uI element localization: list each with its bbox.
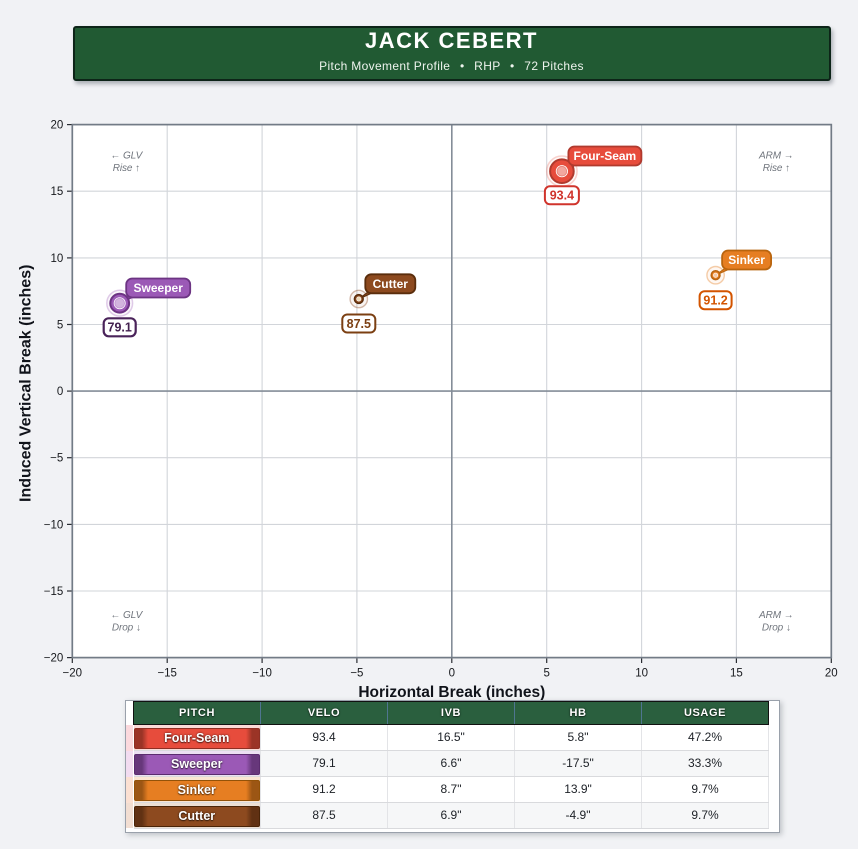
svg-text:Rise ↑: Rise ↑ bbox=[763, 163, 790, 174]
svg-text:Drop ↓: Drop ↓ bbox=[762, 622, 791, 633]
svg-text:−15: −15 bbox=[157, 667, 177, 679]
svg-text:0: 0 bbox=[57, 386, 63, 398]
svg-text:20: 20 bbox=[51, 120, 64, 132]
svg-text:Cutter: Cutter bbox=[373, 277, 409, 291]
svg-text:15: 15 bbox=[730, 667, 743, 679]
svg-text:−10: −10 bbox=[252, 667, 272, 679]
svg-text:−5: −5 bbox=[350, 667, 363, 679]
svg-text:← GLV: ← GLV bbox=[110, 610, 143, 621]
svg-text:91.2: 91.2 bbox=[703, 294, 727, 308]
svg-text:Sinker: Sinker bbox=[728, 253, 765, 267]
svg-text:93.4: 93.4 bbox=[550, 189, 574, 203]
svg-text:ARM →: ARM → bbox=[758, 610, 794, 621]
svg-text:10: 10 bbox=[635, 667, 648, 679]
svg-text:Horizontal Break (inches): Horizontal Break (inches) bbox=[358, 684, 545, 700]
svg-text:87.5: 87.5 bbox=[347, 317, 371, 331]
svg-text:← GLV: ← GLV bbox=[110, 151, 143, 162]
svg-text:5: 5 bbox=[57, 320, 63, 332]
svg-text:10: 10 bbox=[51, 253, 64, 265]
svg-text:Four-Seam: Four-Seam bbox=[574, 149, 637, 163]
svg-text:79.1: 79.1 bbox=[108, 321, 132, 335]
svg-text:0: 0 bbox=[449, 667, 455, 679]
svg-text:20: 20 bbox=[825, 667, 838, 679]
svg-text:5: 5 bbox=[543, 667, 549, 679]
svg-text:Sweeper: Sweeper bbox=[134, 281, 184, 295]
svg-text:Rise ↑: Rise ↑ bbox=[113, 163, 140, 174]
svg-text:−20: −20 bbox=[44, 653, 64, 665]
svg-text:Induced Vertical Break (inches: Induced Vertical Break (inches) bbox=[17, 265, 34, 502]
svg-text:−20: −20 bbox=[63, 667, 83, 679]
svg-text:15: 15 bbox=[51, 186, 64, 198]
svg-text:−5: −5 bbox=[50, 453, 63, 465]
svg-text:ARM →: ARM → bbox=[758, 151, 794, 162]
svg-text:−15: −15 bbox=[44, 586, 64, 598]
svg-text:−10: −10 bbox=[44, 519, 64, 531]
svg-text:Drop ↓: Drop ↓ bbox=[112, 622, 141, 633]
